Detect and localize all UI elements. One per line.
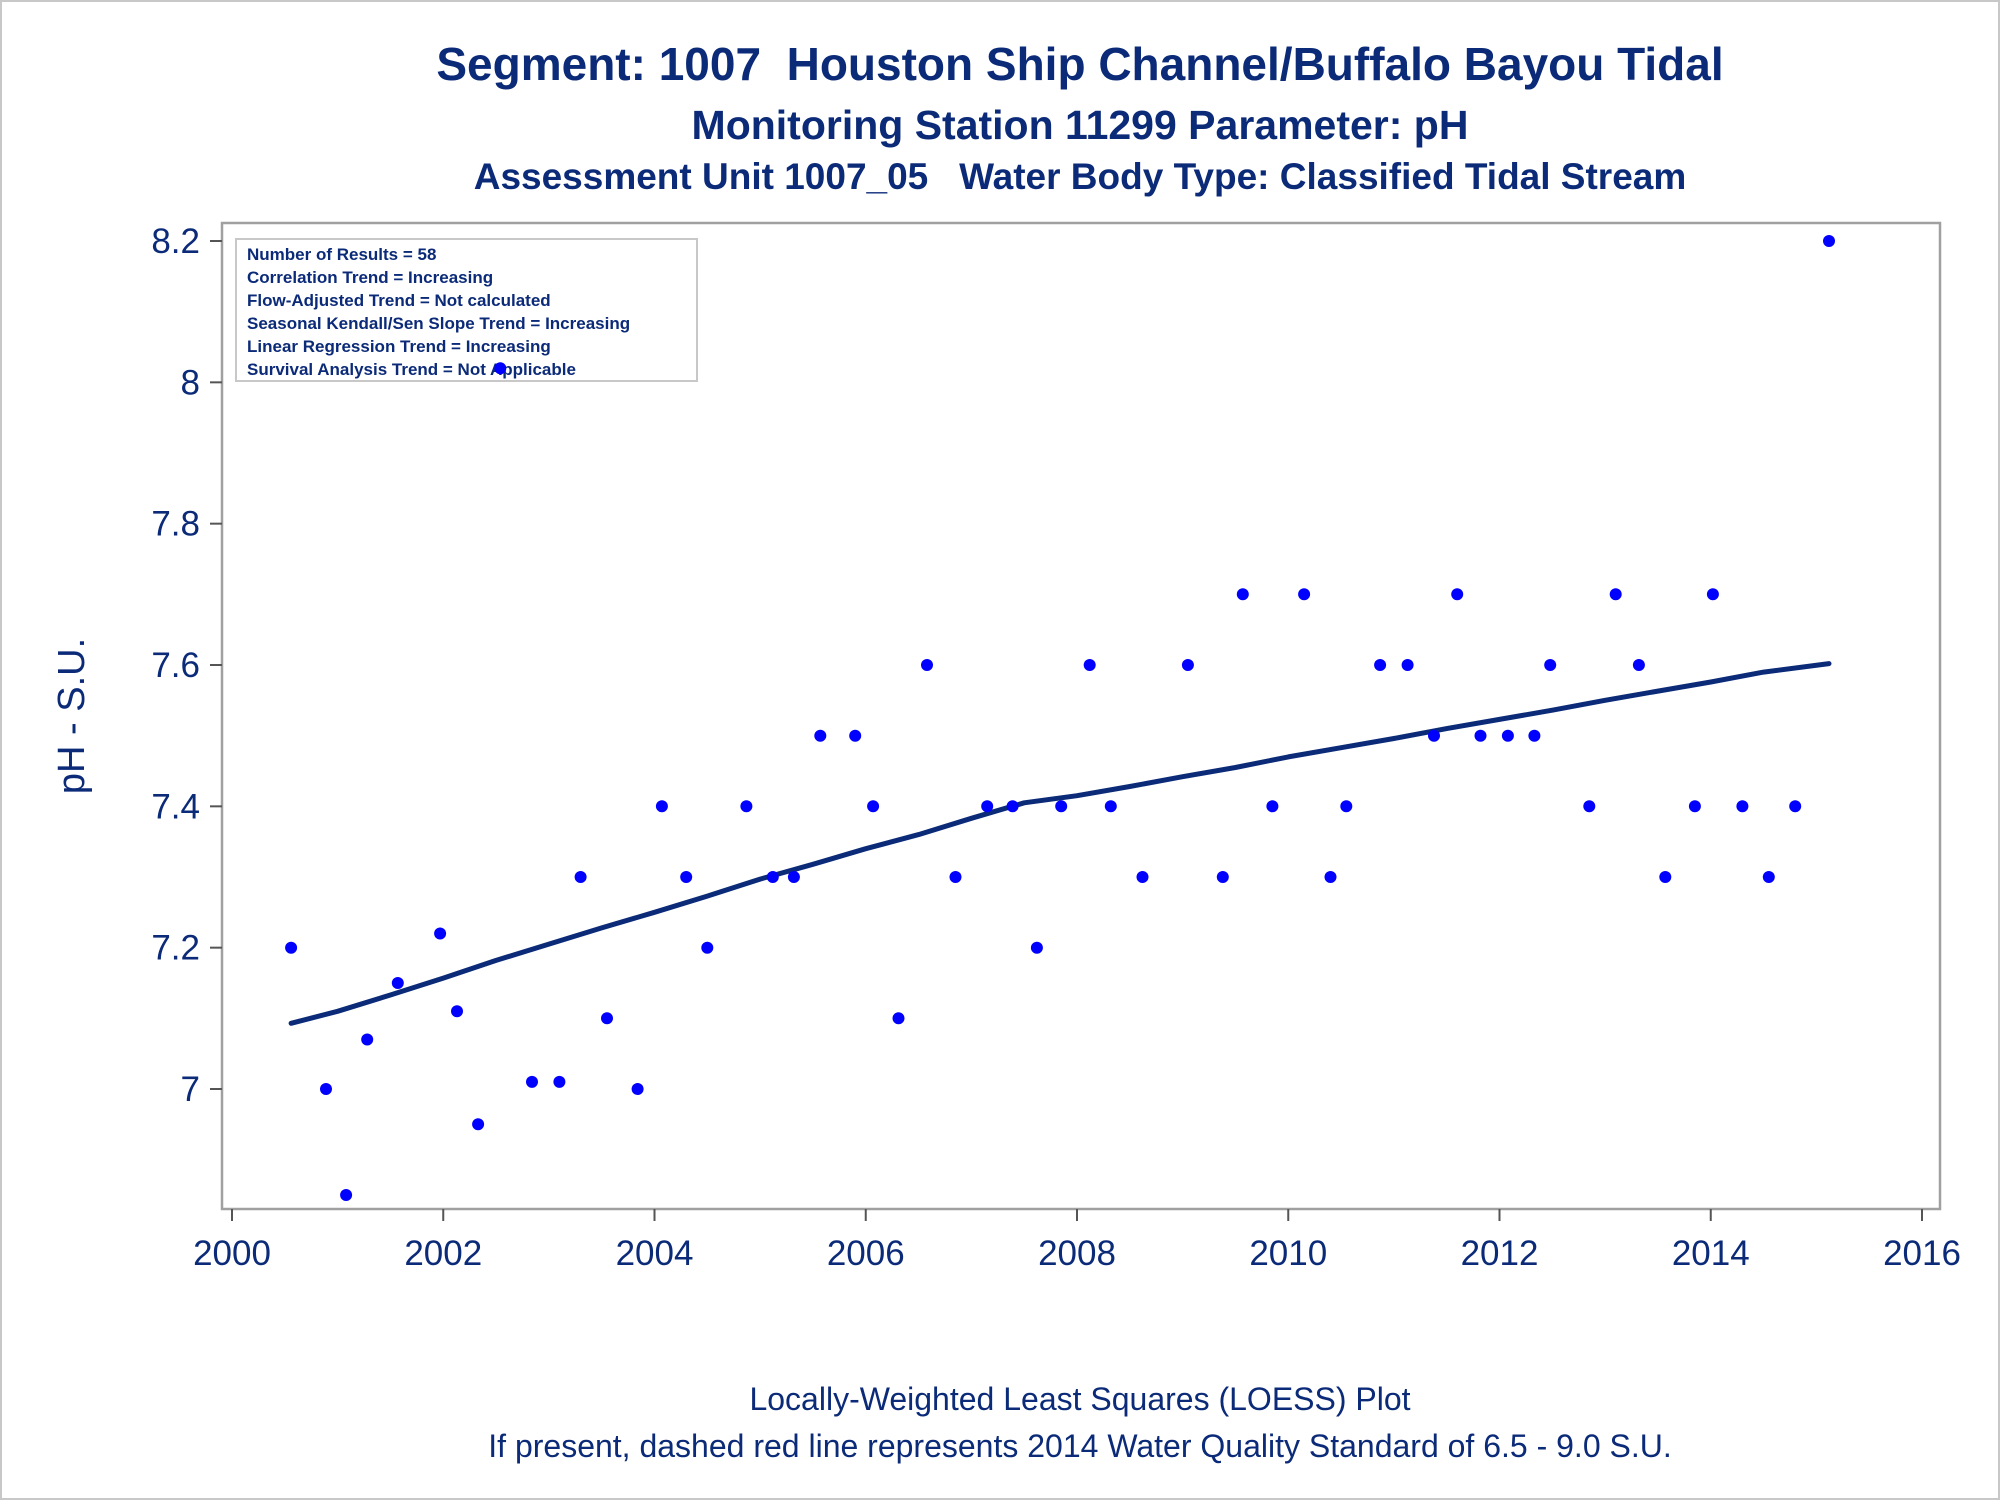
data-point: [1401, 659, 1414, 671]
stats-line: Correlation Trend = Increasing: [247, 268, 493, 287]
data-point: [434, 927, 447, 940]
y-axis-label: pH - S.U.: [51, 638, 93, 794]
data-point: [1236, 588, 1249, 601]
stats-line: Number of Results = 58: [247, 245, 436, 264]
data-point: [1474, 729, 1487, 742]
data-point: [1736, 800, 1749, 813]
footnote-standard: If present, dashed red line represents 2…: [488, 1428, 1672, 1464]
y-tick-label: 7.2: [151, 929, 200, 968]
data-point: [1216, 871, 1229, 883]
stats-line: Flow-Adjusted Trend = Not calculated: [247, 291, 551, 310]
x-tick-label: 2016: [1883, 1234, 1961, 1273]
data-point: [1428, 729, 1440, 742]
data-point: [1340, 800, 1353, 813]
stats-line: Seasonal Kendall/Sen Slope Trend = Incre…: [247, 314, 630, 333]
stats-box-border: [235, 238, 698, 382]
x-tick-label: 2006: [827, 1234, 905, 1273]
data-point: [1688, 800, 1701, 813]
data-point: [680, 871, 693, 883]
data-point: [981, 800, 994, 813]
chart-subtitle: Monitoring Station 11299 Parameter: pH: [691, 102, 1469, 148]
data-point: [285, 941, 298, 954]
data-point: [1632, 659, 1645, 671]
y-tick-label: 7: [181, 1070, 200, 1109]
data-point: [1544, 659, 1557, 671]
data-point: [340, 1189, 353, 1201]
data-point: [740, 800, 753, 813]
data-point: [1055, 800, 1068, 813]
y-axis: 7 7.2 7.4 7.6 7.8 8 8.2: [151, 222, 222, 1109]
data-point: [631, 1083, 644, 1095]
data-point: [553, 1075, 566, 1088]
y-tick-label: 8.2: [151, 222, 200, 261]
footnote-loess: Locally-Weighted Least Squares (LOESS) P…: [749, 1381, 1411, 1417]
data-point: [1298, 588, 1311, 601]
data-point: [494, 362, 507, 375]
loess-line: [288, 661, 1832, 1026]
x-tick-label: 2008: [1038, 1234, 1116, 1273]
data-point: [574, 871, 587, 883]
y-tick-label: 7.8: [151, 505, 200, 544]
data-point: [1583, 800, 1596, 813]
data-point: [601, 1012, 613, 1025]
data-point: [1706, 588, 1719, 601]
data-point: [1609, 588, 1622, 601]
data-point: [1030, 941, 1043, 954]
stats-line: Survival Analysis Trend = Not Applicable: [247, 360, 576, 379]
data-point: [949, 871, 962, 883]
data-point: [472, 1118, 485, 1131]
x-tick-label: 2012: [1461, 1234, 1539, 1273]
data-point: [814, 729, 827, 742]
data-point: [361, 1033, 374, 1046]
data-point: [391, 977, 404, 989]
data-point: [1374, 659, 1387, 671]
y-tick-label: 7.4: [151, 787, 200, 826]
plot-area-border: [220, 221, 1942, 1211]
data-point: [867, 800, 880, 813]
data-point: [1324, 871, 1337, 883]
data-point: [921, 659, 933, 671]
data-point: [892, 1012, 905, 1025]
data-point: [451, 1005, 463, 1018]
data-point: [1104, 800, 1117, 813]
data-point: [1451, 588, 1464, 601]
chart-title: Segment: 1007 Houston Ship Channel/Buffa…: [436, 38, 1724, 90]
data-point: [1266, 800, 1279, 813]
chart-subtitle-2: Assessment Unit 1007_05 Water Body Type:…: [473, 156, 1687, 197]
stats-lines: Number of Results = 58 Correlation Trend …: [247, 245, 630, 379]
x-axis: 2000 2002 2004 2006 2008 2010 2012 2014 2016: [193, 1209, 1961, 1273]
data-point: [766, 871, 779, 883]
data-point: [526, 1075, 538, 1088]
x-tick-label: 2002: [404, 1234, 482, 1273]
scatter-series: [285, 235, 1835, 1201]
data-point: [1659, 871, 1672, 883]
data-point: [1136, 871, 1149, 883]
stats-box: Number of Results = 58 Correlation Trend …: [235, 238, 698, 382]
data-point: [849, 729, 862, 742]
data-point: [1528, 729, 1541, 742]
stats-line: Linear Regression Trend = Increasing: [247, 337, 551, 356]
data-point: [1181, 659, 1194, 671]
data-point: [1823, 235, 1835, 247]
x-tick-label: 2010: [1249, 1234, 1327, 1273]
x-tick-label: 2014: [1672, 1234, 1750, 1273]
data-point: [1762, 871, 1775, 883]
data-point: [787, 871, 800, 883]
y-tick-label: 8: [181, 363, 200, 402]
data-point: [1501, 729, 1514, 742]
data-point: [701, 941, 714, 954]
data-point: [655, 800, 668, 813]
data-point: [1006, 800, 1019, 813]
y-tick-label: 7.6: [151, 646, 200, 685]
x-tick-label: 2004: [616, 1234, 694, 1273]
x-tick-label: 2000: [193, 1234, 271, 1273]
data-point: [1083, 659, 1096, 671]
data-point: [320, 1083, 332, 1095]
data-point: [1789, 800, 1802, 813]
loess-series: [288, 661, 1832, 1026]
